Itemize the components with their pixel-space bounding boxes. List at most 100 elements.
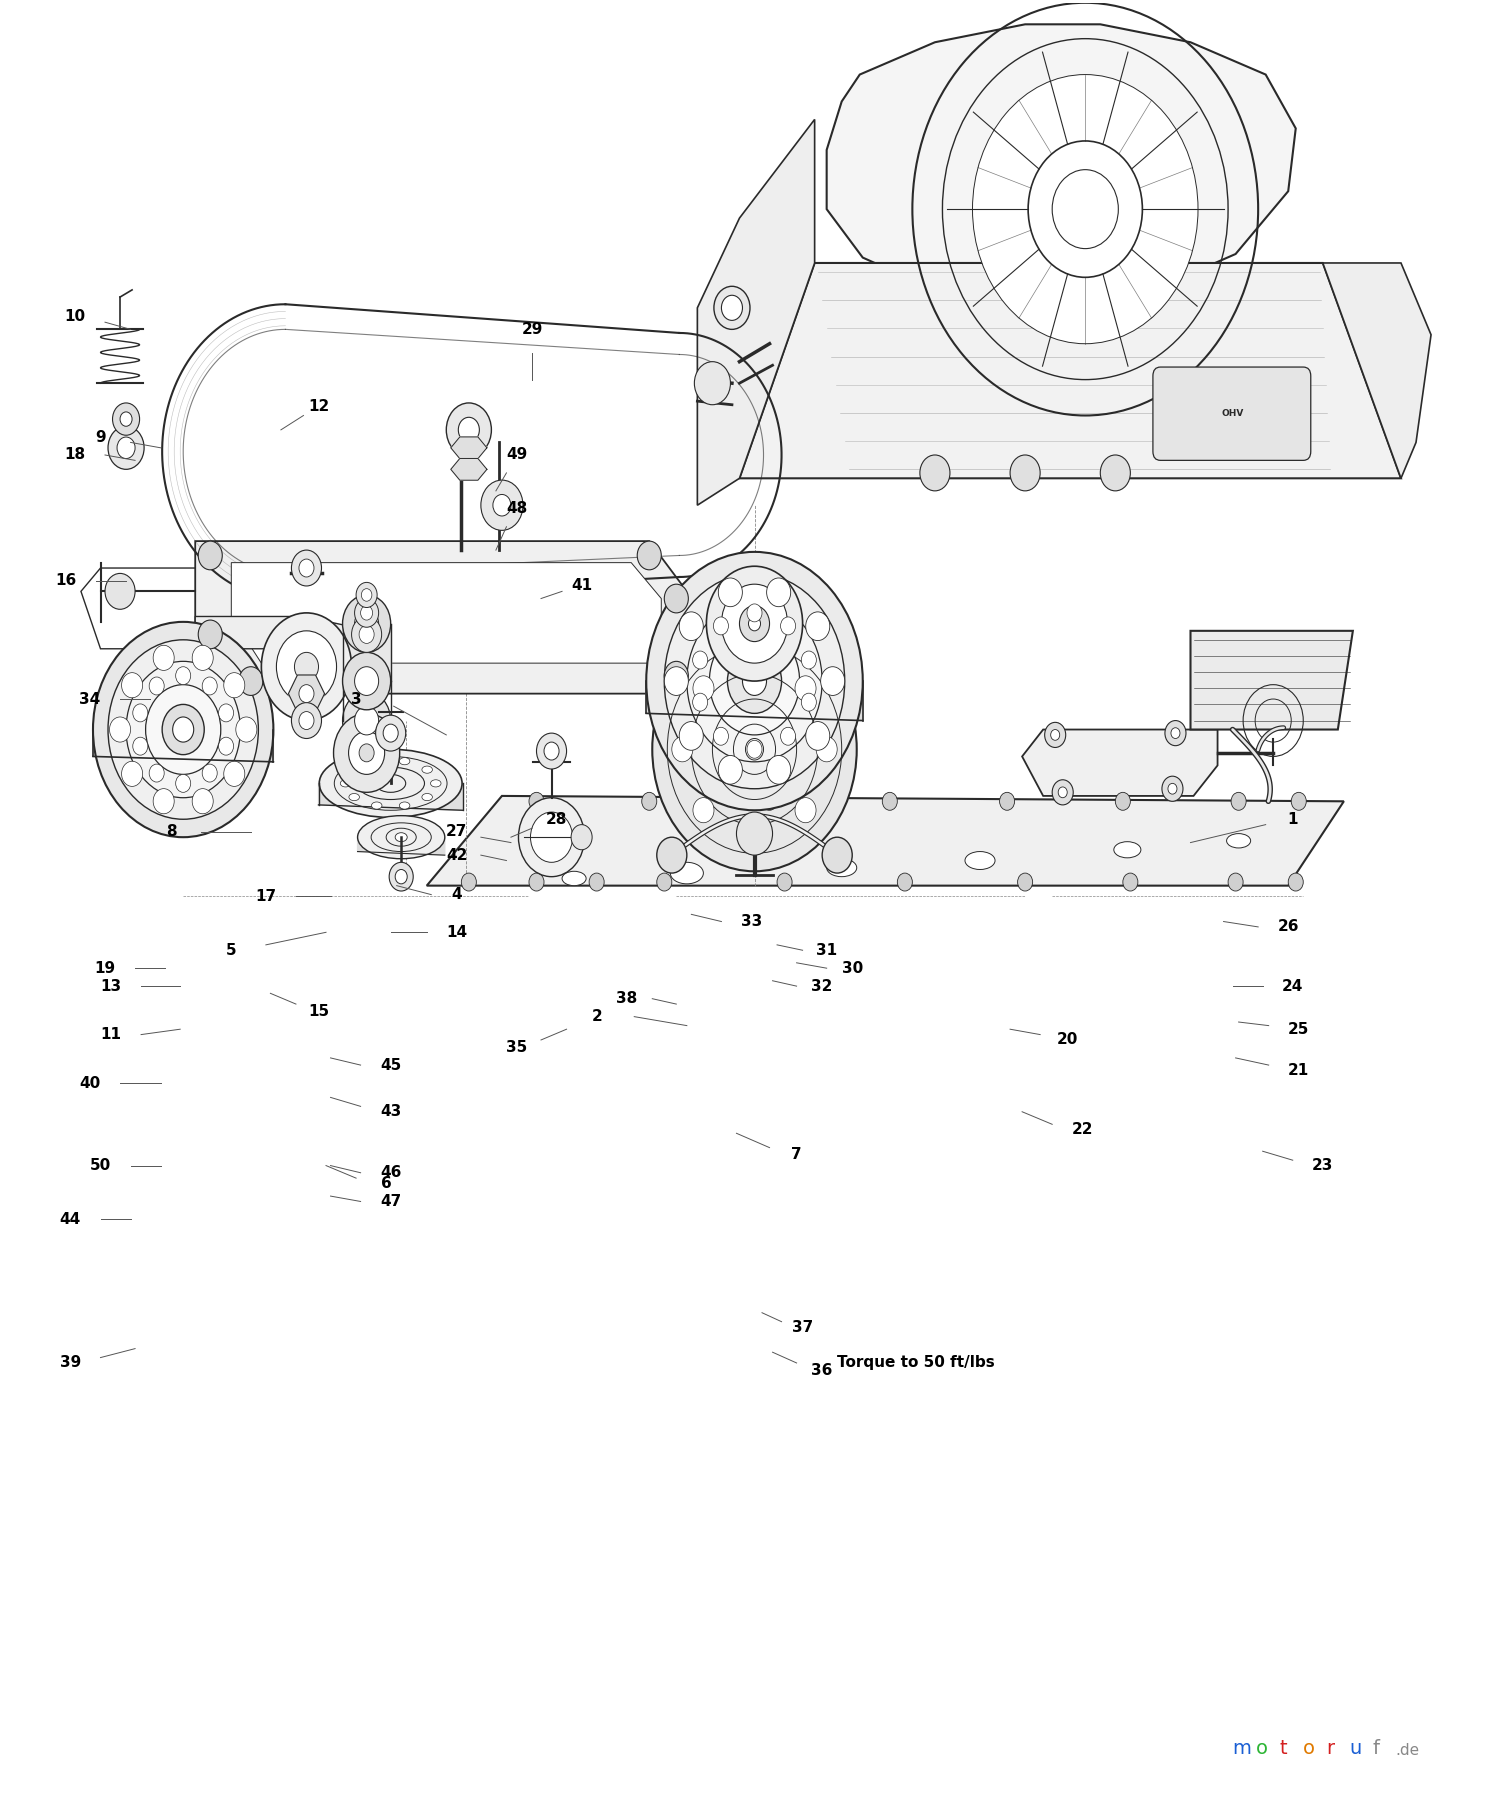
Text: 18: 18 <box>65 448 86 463</box>
Text: 34: 34 <box>80 691 101 707</box>
Circle shape <box>1168 783 1177 794</box>
Circle shape <box>202 765 217 781</box>
Circle shape <box>656 837 687 873</box>
Circle shape <box>664 585 688 612</box>
Circle shape <box>299 711 314 729</box>
Circle shape <box>122 673 143 698</box>
Text: 49: 49 <box>507 448 528 463</box>
Circle shape <box>1010 455 1040 491</box>
Ellipse shape <box>670 862 703 884</box>
Text: 48: 48 <box>507 502 528 517</box>
Circle shape <box>192 788 213 814</box>
Circle shape <box>1171 727 1180 738</box>
Ellipse shape <box>400 758 410 765</box>
Circle shape <box>519 797 584 877</box>
Circle shape <box>744 650 765 675</box>
Circle shape <box>679 612 703 641</box>
Circle shape <box>721 295 742 320</box>
Ellipse shape <box>733 833 776 859</box>
Circle shape <box>748 616 761 630</box>
Circle shape <box>359 743 374 761</box>
Text: 39: 39 <box>60 1355 81 1370</box>
Circle shape <box>1017 873 1032 891</box>
Text: o: o <box>1255 1739 1268 1759</box>
Circle shape <box>739 607 770 641</box>
Ellipse shape <box>964 851 994 869</box>
Circle shape <box>355 599 379 626</box>
Ellipse shape <box>400 803 410 810</box>
Circle shape <box>714 286 750 329</box>
FancyBboxPatch shape <box>1153 367 1311 461</box>
Circle shape <box>122 761 143 787</box>
Circle shape <box>762 792 777 810</box>
Circle shape <box>355 706 379 734</box>
Circle shape <box>656 873 672 891</box>
Text: 35: 35 <box>507 1040 528 1055</box>
Text: 32: 32 <box>812 979 833 994</box>
Text: 5: 5 <box>226 943 237 958</box>
Text: 17: 17 <box>255 889 276 904</box>
Text: 23: 23 <box>1313 1157 1334 1174</box>
Circle shape <box>1292 792 1307 810</box>
Ellipse shape <box>430 779 441 787</box>
Circle shape <box>706 567 803 680</box>
Circle shape <box>709 626 800 734</box>
Circle shape <box>219 704 234 722</box>
Circle shape <box>198 542 222 571</box>
Text: 16: 16 <box>56 572 77 589</box>
Circle shape <box>1289 873 1304 891</box>
Circle shape <box>106 574 136 610</box>
Ellipse shape <box>395 833 407 842</box>
Circle shape <box>693 797 714 823</box>
Circle shape <box>1123 873 1138 891</box>
Text: 27: 27 <box>447 824 468 839</box>
Circle shape <box>113 403 140 436</box>
Circle shape <box>806 722 830 751</box>
Text: 2: 2 <box>592 1010 602 1024</box>
Circle shape <box>389 862 413 891</box>
Ellipse shape <box>358 815 445 859</box>
Circle shape <box>816 736 837 761</box>
Circle shape <box>1058 787 1067 797</box>
Circle shape <box>747 740 762 758</box>
Circle shape <box>898 873 913 891</box>
Text: 26: 26 <box>1278 920 1299 934</box>
Circle shape <box>537 733 566 769</box>
Circle shape <box>361 607 373 619</box>
Polygon shape <box>1191 630 1354 729</box>
Text: 29: 29 <box>521 322 543 337</box>
Circle shape <box>192 644 213 670</box>
Polygon shape <box>94 729 273 761</box>
Circle shape <box>721 585 788 662</box>
Ellipse shape <box>423 794 433 801</box>
Circle shape <box>664 666 688 695</box>
Polygon shape <box>827 25 1296 304</box>
Circle shape <box>664 661 688 689</box>
Circle shape <box>223 673 244 698</box>
Circle shape <box>718 578 742 607</box>
Text: f: f <box>1372 1739 1379 1759</box>
Circle shape <box>343 596 391 652</box>
Circle shape <box>109 427 143 470</box>
Circle shape <box>780 727 795 745</box>
Text: 31: 31 <box>816 943 837 958</box>
Circle shape <box>235 716 257 742</box>
Polygon shape <box>288 675 324 713</box>
Polygon shape <box>231 563 661 662</box>
Ellipse shape <box>561 871 585 886</box>
Circle shape <box>693 693 708 711</box>
Circle shape <box>149 677 164 695</box>
Text: 13: 13 <box>101 979 122 994</box>
Circle shape <box>238 666 263 695</box>
Ellipse shape <box>320 749 462 817</box>
Circle shape <box>493 495 512 517</box>
Text: u: u <box>1349 1739 1361 1759</box>
Polygon shape <box>1022 729 1218 796</box>
Ellipse shape <box>349 767 359 774</box>
Circle shape <box>291 551 321 587</box>
Circle shape <box>795 797 816 823</box>
Circle shape <box>972 74 1198 344</box>
Text: 41: 41 <box>570 578 592 594</box>
Circle shape <box>777 873 792 891</box>
Circle shape <box>349 731 385 774</box>
